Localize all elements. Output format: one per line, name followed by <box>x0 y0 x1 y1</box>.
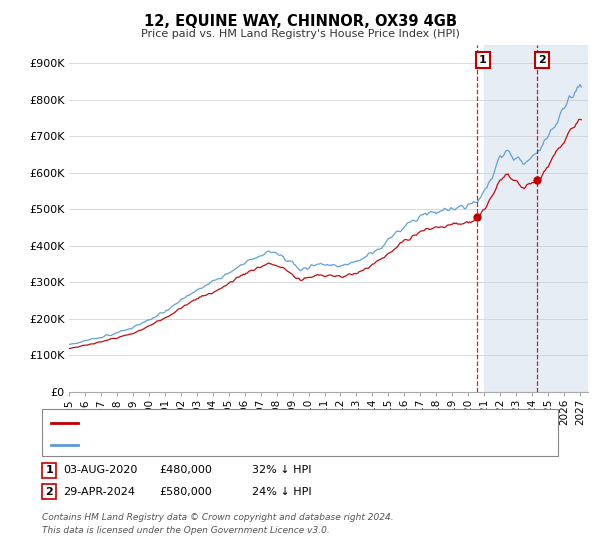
Text: 12, EQUINE WAY, CHINNOR, OX39 4GB (detached house): 12, EQUINE WAY, CHINNOR, OX39 4GB (detac… <box>83 419 378 429</box>
Text: 2: 2 <box>539 55 546 65</box>
Text: 24% ↓ HPI: 24% ↓ HPI <box>252 487 311 497</box>
Text: 12, EQUINE WAY, CHINNOR, OX39 4GB: 12, EQUINE WAY, CHINNOR, OX39 4GB <box>143 14 457 29</box>
Text: Contains HM Land Registry data © Crown copyright and database right 2024.: Contains HM Land Registry data © Crown c… <box>42 513 394 522</box>
Text: 03-AUG-2020: 03-AUG-2020 <box>63 465 137 475</box>
Text: 29-APR-2024: 29-APR-2024 <box>63 487 135 497</box>
Text: £580,000: £580,000 <box>159 487 212 497</box>
Text: 1: 1 <box>46 465 53 475</box>
Bar <box>484 45 588 392</box>
Text: £480,000: £480,000 <box>159 465 212 475</box>
Text: Price paid vs. HM Land Registry's House Price Index (HPI): Price paid vs. HM Land Registry's House … <box>140 29 460 39</box>
Text: This data is licensed under the Open Government Licence v3.0.: This data is licensed under the Open Gov… <box>42 526 330 535</box>
Text: HPI: Average price, detached house, South Oxfordshire: HPI: Average price, detached house, Sout… <box>83 441 370 450</box>
Text: 2: 2 <box>46 487 53 497</box>
Text: 32% ↓ HPI: 32% ↓ HPI <box>252 465 311 475</box>
Text: 1: 1 <box>479 55 487 65</box>
